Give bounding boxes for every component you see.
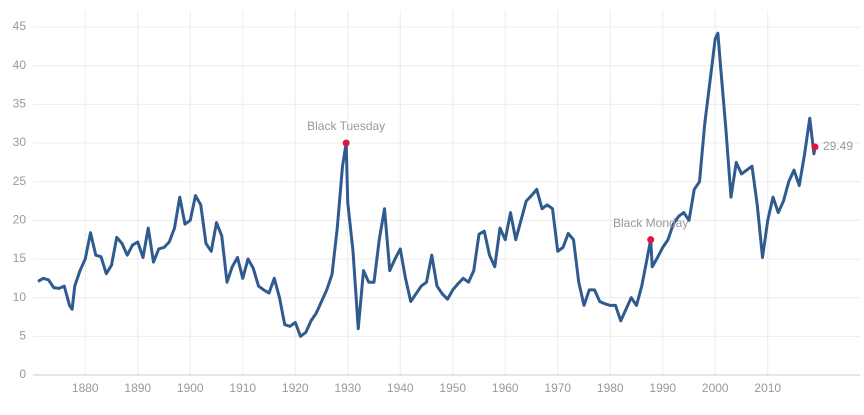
- annotation-label: Black Tuesday: [307, 119, 385, 133]
- x-tick-label: 1970: [544, 381, 571, 395]
- x-tick-label: 1940: [387, 381, 414, 395]
- y-tick-label: 10: [13, 290, 27, 304]
- annotation-marker: [811, 143, 819, 151]
- x-tick-label: 1910: [229, 381, 256, 395]
- annotation-marker: [342, 139, 350, 147]
- y-tick-label: 0: [19, 367, 26, 381]
- y-tick-label: 40: [13, 58, 27, 72]
- x-tick-label: 1980: [597, 381, 624, 395]
- last-value-label: 29.49: [823, 139, 853, 153]
- x-tick-label: 1920: [282, 381, 309, 395]
- y-tick-label: 25: [13, 174, 27, 188]
- y-tick-label: 45: [13, 19, 27, 33]
- x-tick-label: 1890: [124, 381, 151, 395]
- x-tick-label: 1990: [649, 381, 676, 395]
- x-tick-label: 2000: [702, 381, 729, 395]
- annotation-label: Black Monday: [613, 216, 688, 230]
- series-line: [37, 31, 817, 338]
- x-tick-label: 1930: [334, 381, 361, 395]
- y-tick-label: 5: [19, 329, 26, 343]
- y-tick-label: 35: [13, 97, 27, 111]
- x-tick-label: 1960: [492, 381, 519, 395]
- y-tick-label: 30: [13, 135, 27, 149]
- annotation-marker: [647, 236, 655, 244]
- y-tick-label: 20: [13, 213, 27, 227]
- y-tick-label: 15: [13, 251, 27, 265]
- x-tick-label: 1900: [177, 381, 204, 395]
- x-tick-label: 2010: [754, 381, 781, 395]
- x-tick-label: 1950: [439, 381, 466, 395]
- x-tick-label: 1880: [72, 381, 99, 395]
